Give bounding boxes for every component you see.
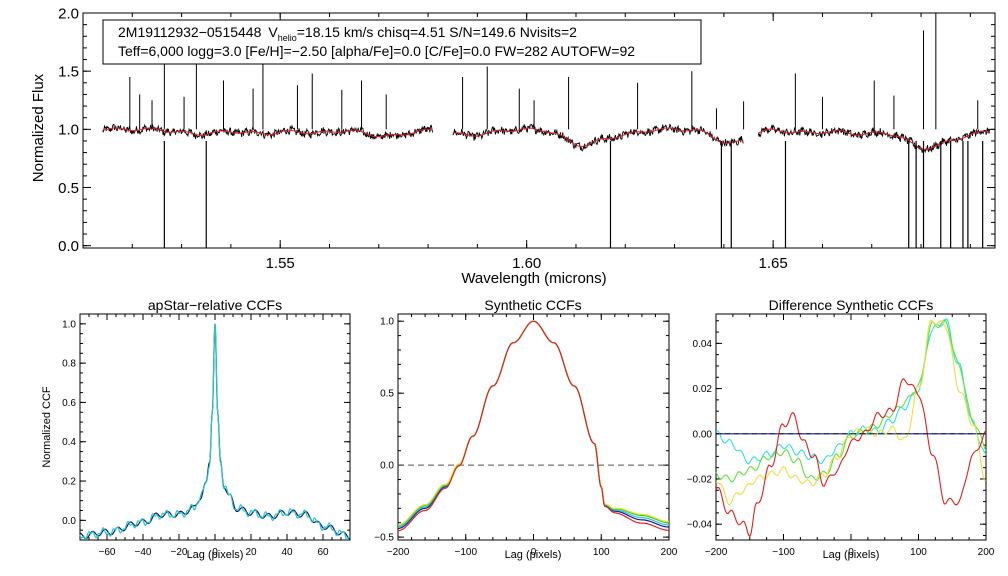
spectrum-frame (82, 12, 996, 249)
synthetic-ccf-title: Synthetic CCFs (484, 297, 581, 313)
apstar-ccf-ytick-label: 0.6 (62, 398, 76, 409)
spectrum-ylabel: Normalized Flux (30, 73, 47, 182)
synthetic-ccf-xlabel: Lag (pixels) (505, 549, 562, 561)
apstar-ccf-xtick-label: 0 (212, 547, 218, 558)
difference-ccf-ytick-label: 0.02 (693, 384, 713, 395)
model-spectrum-segment (452, 127, 744, 147)
synthetic-ccf-series (397, 320, 670, 532)
difference-ccf-red (715, 378, 987, 538)
spectrum-ticks: 1.55 1.60 1.65 0.0 0.5 1.0 1.5 2.0 (58, 5, 995, 272)
difference-ccf-yellow (715, 319, 987, 506)
difference-ccf-xlabel: Lag (pixels) (823, 549, 880, 561)
difference-ccf-xtick-label: 200 (978, 547, 995, 558)
synthetic-ccf-blue (397, 320, 670, 530)
apstar-ccf-xtick-label: −60 (99, 547, 116, 558)
difference-ccf-ytick-label: 0.00 (693, 429, 713, 440)
synthetic-ccf-xtick-label: −200 (387, 547, 410, 558)
apstar-ccf-ticks: −60 −40 −20 0 20 40 60 0.0 0.2 0.4 0.6 0.8 1.0 (62, 313, 351, 558)
apstar-ccf-xlabel: Lag (pixels) (187, 549, 244, 561)
difference-ccf-xtick-label: 100 (910, 547, 927, 558)
info-line-1: 2M19112932−0515448 Vhelio=18.15 km/s chis… (118, 24, 577, 43)
spectrum-ytick-label: 1.0 (58, 122, 79, 139)
model-spectrum-segment (758, 128, 990, 150)
spectrum-ytick-label: 0.5 (58, 180, 79, 197)
apstar-ccf-ytick-label: 0.4 (62, 437, 76, 448)
spectrum-ytick-label: 0.0 (58, 238, 79, 255)
apstar-ccf-series (79, 323, 351, 541)
apstar-ccf-title: apStar−relative CCFs (148, 297, 282, 313)
info-line-2: Teff=6,000 logg=3.0 [Fe/H]=−2.50 [alpha/… (118, 43, 635, 59)
apstar-ccf-ytick-label: 1.0 (62, 319, 76, 330)
observed-spectrum-segment (102, 123, 434, 140)
spectrum-xlabel: Wavelength (microns) (461, 270, 606, 287)
synthetic-ccf-frame (397, 313, 670, 541)
apstar-ccf-panel: −60 −40 −20 0 20 40 60 0.0 0.2 0.4 0.6 0.8 1.0 apSta… (41, 297, 351, 561)
synthetic-ccf-xtick-label: 100 (593, 547, 610, 558)
apstar-ccf-visit-1 (79, 323, 351, 540)
spectrum-ytick-label: 1.5 (58, 63, 79, 80)
synthetic-ccf-ytick-label: 0.5 (380, 389, 394, 400)
spectrum-ytick-label: 2.0 (58, 5, 79, 22)
synthetic-ccf-panel: −200 −100 0 100 200 −0.5 0.0 0.5 1.0 Synthetic C… (374, 297, 678, 561)
difference-ccf-ytick-label: −0.02 (687, 474, 713, 485)
apstar-ccf-xtick-label: 40 (281, 547, 293, 558)
spectrum-xtick-label: 1.55 (266, 255, 295, 272)
model-spectrum-segment (102, 127, 433, 138)
difference-ccf-xtick-label: 0 (848, 547, 854, 558)
apstar-ccf-xtick-label: 60 (317, 547, 329, 558)
apstar-ccf-xtick-label: 20 (245, 547, 257, 558)
synthetic-ccf-xtick-label: −100 (454, 547, 477, 558)
synthetic-ccf-ticks: −200 −100 0 100 200 −0.5 0.0 0.5 1.0 (374, 314, 678, 558)
synthetic-ccf-ytick-label: −0.5 (374, 533, 394, 544)
spectrum-xtick-label: 1.65 (759, 255, 788, 272)
synthetic-ccf-ytick-label: 0.0 (380, 461, 394, 472)
difference-ccf-green (715, 319, 987, 483)
apstar-ccf-xtick-label: −20 (171, 547, 188, 558)
spectrum-xtick-label: 1.60 (512, 255, 541, 272)
difference-ccf-ytick-label: 0.04 (693, 339, 713, 350)
spectrum-panel: 1.55 1.60 1.65 0.0 0.5 1.0 1.5 2.0 2M19112932−0… (30, 5, 996, 287)
apstar-ccf-ytick-label: 0.8 (62, 359, 76, 370)
difference-ccf-panel: −200 −100 0 100 200 −0.04 −0.02 0.00 0.02 0.04 Di… (687, 297, 995, 561)
synthetic-ccf-cyan (397, 320, 670, 528)
difference-ccf-title: Difference Synthetic CCFs (769, 297, 934, 313)
apstar-ccf-frame (79, 313, 351, 541)
difference-ccf-ticks: −200 −100 0 100 200 −0.04 −0.02 0.00 0.02 0.04 (687, 314, 995, 558)
spectrum-series (102, 13, 991, 248)
info-box (102, 19, 702, 65)
synthetic-ccf-xtick-label: 200 (661, 547, 678, 558)
difference-ccf-xtick-label: −100 (772, 547, 795, 558)
synthetic-ccf-ytick-label: 1.0 (380, 317, 394, 328)
apstar-ccf-visit-2 (79, 323, 351, 541)
apstar-ccf-ytick-label: 0.2 (62, 477, 76, 488)
apstar-ccf-xtick-label: −40 (135, 547, 152, 558)
apstar-ccf-ytick-label: 0.0 (62, 516, 76, 527)
difference-ccf-ytick-label: −0.04 (687, 520, 713, 531)
observed-spectrum-segment (452, 123, 744, 152)
synthetic-ccf-red (397, 320, 670, 532)
apstar-ccf-ylabel: Normalized CCF (41, 386, 53, 468)
difference-ccf-xtick-label: −200 (705, 547, 728, 558)
difference-ccf-series (715, 318, 987, 538)
difference-ccf-frame (715, 313, 987, 541)
synthetic-ccf-xtick-label: 0 (531, 547, 537, 558)
